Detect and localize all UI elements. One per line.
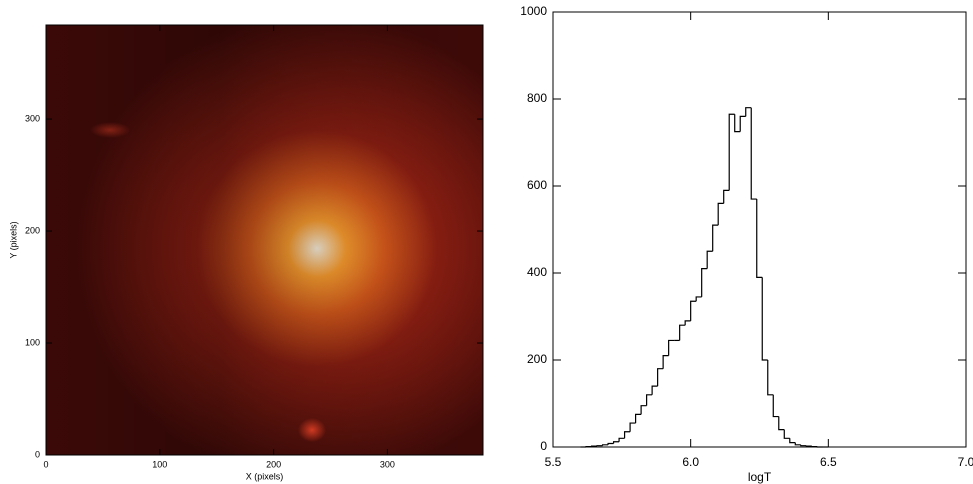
- histogram-step: [629, 422, 636, 432]
- histogram-step: [651, 385, 658, 395]
- histogram-step: [789, 438, 796, 444]
- histogram-step: [767, 360, 774, 396]
- image-feature: [298, 418, 326, 442]
- histogram-step: [684, 320, 691, 326]
- y-tick-label: 100: [25, 337, 40, 347]
- y-tick-label: 0: [540, 439, 547, 453]
- histogram-step: [778, 416, 785, 431]
- histogram-step: [772, 394, 779, 418]
- histogram-step: [612, 441, 620, 444]
- histogram-step: [717, 202, 724, 226]
- histogram-step: [756, 199, 763, 278]
- y-axis-label: Y (pixels): [8, 221, 18, 258]
- histogram-step: [695, 296, 702, 302]
- histogram-step: [668, 339, 675, 356]
- histogram-step: [679, 324, 686, 341]
- y-tick-label: 1000: [520, 4, 547, 18]
- image-panel: [46, 25, 483, 455]
- histogram-step: [761, 277, 768, 361]
- y-tick-label: 600: [527, 178, 547, 192]
- histogram-step: [601, 444, 609, 446]
- histogram-step: [734, 114, 741, 133]
- image-feature: [90, 122, 130, 138]
- x-tick-label: 6.5: [820, 455, 837, 469]
- histogram-step: [690, 300, 697, 321]
- plot-frame: [552, 11, 967, 448]
- histogram-step: [618, 437, 625, 442]
- x-tick-label: 6.0: [682, 455, 699, 469]
- histogram-step: [783, 429, 790, 439]
- histogram-step: [800, 444, 807, 447]
- x-axis-label: logT: [748, 470, 772, 484]
- x-tick-label: 0: [43, 459, 48, 469]
- y-tick-label: 800: [527, 91, 547, 105]
- x-tick-label: 300: [380, 459, 395, 469]
- x-tick-label: 200: [266, 459, 281, 469]
- histogram-step: [657, 368, 664, 387]
- x-tick-label: 5.5: [545, 455, 562, 469]
- image-shading: [46, 25, 483, 455]
- histogram-step: [646, 394, 653, 406]
- histogram-step: [662, 355, 669, 369]
- x-axis-label: X (pixels): [246, 471, 284, 481]
- histogram-step: [635, 413, 642, 424]
- histogram-step: [701, 268, 708, 297]
- histogram-step: [739, 115, 746, 132]
- histogram-step: [750, 107, 757, 200]
- y-tick-label: 200: [527, 352, 547, 366]
- x-tick-label: 100: [152, 459, 167, 469]
- x-tick-label: 7.0: [958, 455, 973, 469]
- histogram-step: [745, 107, 752, 117]
- histogram-step: [607, 442, 614, 445]
- histogram-step: [706, 250, 713, 269]
- y-tick-label: 400: [527, 265, 547, 279]
- plot-frame: [45, 24, 484, 456]
- y-tick-label: 200: [25, 225, 40, 235]
- histogram-step: [794, 442, 801, 446]
- histogram-step: [640, 405, 647, 415]
- histogram-step: [712, 224, 719, 252]
- histogram-step: [723, 189, 730, 204]
- y-tick-label: 0: [35, 449, 40, 459]
- histogram-step: [623, 431, 631, 439]
- y-tick-label: 300: [25, 113, 40, 123]
- histogram-step: [728, 113, 735, 191]
